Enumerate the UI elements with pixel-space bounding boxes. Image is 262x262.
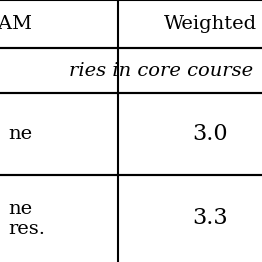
Text: 3.0: 3.0: [192, 123, 228, 145]
Text: ne: ne: [8, 199, 32, 217]
Text: res.: res.: [8, 220, 45, 237]
Text: Weighted: Weighted: [163, 15, 256, 33]
Text: ne: ne: [8, 125, 32, 143]
Text: 3.3: 3.3: [192, 208, 228, 230]
Text: ries in core course: ries in core course: [69, 62, 253, 79]
Text: LAM: LAM: [0, 15, 32, 33]
